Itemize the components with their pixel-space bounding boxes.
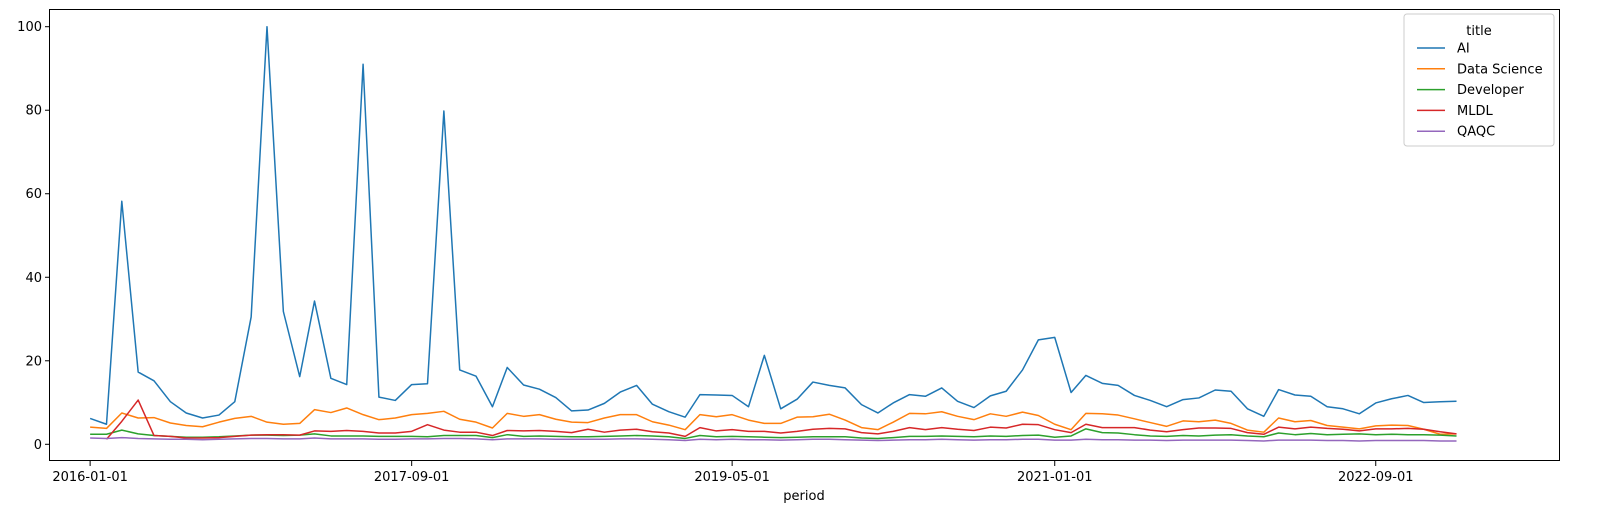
x-axis-label: period: [783, 489, 824, 504]
plot-frame: [49, 9, 1560, 461]
legend-box: [1403, 13, 1555, 147]
x-tick-label: 2022-09-01: [1338, 470, 1414, 485]
series-line-developer: [90, 428, 1457, 440]
y-tick-label: 80: [25, 104, 42, 119]
x-axis: 2016-01-01 2017-09-01 2019-05-01 2021-01-01…: [52, 461, 1414, 485]
plot-area: [89, 25, 1457, 442]
legend-title: title: [1466, 24, 1491, 39]
legend-label-qaqc: QAQC: [1457, 125, 1495, 140]
legend-label-mldl: MLDL: [1457, 104, 1493, 119]
series-line-mldl: [105, 399, 1457, 440]
legend-label-developer: Developer: [1457, 83, 1525, 98]
y-tick-label: 0: [34, 438, 42, 453]
series-line-data-science: [90, 407, 1457, 436]
legend-label-data-science: Data Science: [1457, 62, 1543, 77]
y-tick-label: 60: [25, 187, 42, 202]
x-tick-label: 2021-01-01: [1017, 470, 1093, 485]
y-tick-label: 100: [17, 20, 42, 35]
x-tick-label: 2017-09-01: [374, 470, 450, 485]
series-line-ai: [89, 25, 1457, 425]
x-tick-label: 2016-01-01: [52, 470, 128, 485]
legend: title AI Data Science Developer MLDL QAQC: [1403, 13, 1555, 147]
y-tick-label: 40: [25, 271, 42, 286]
x-tick-label: 2019-05-01: [694, 470, 770, 485]
legend-label-ai: AI: [1457, 42, 1470, 57]
series-line-qaqc: [90, 436, 1457, 442]
y-tick-label: 20: [25, 354, 42, 369]
